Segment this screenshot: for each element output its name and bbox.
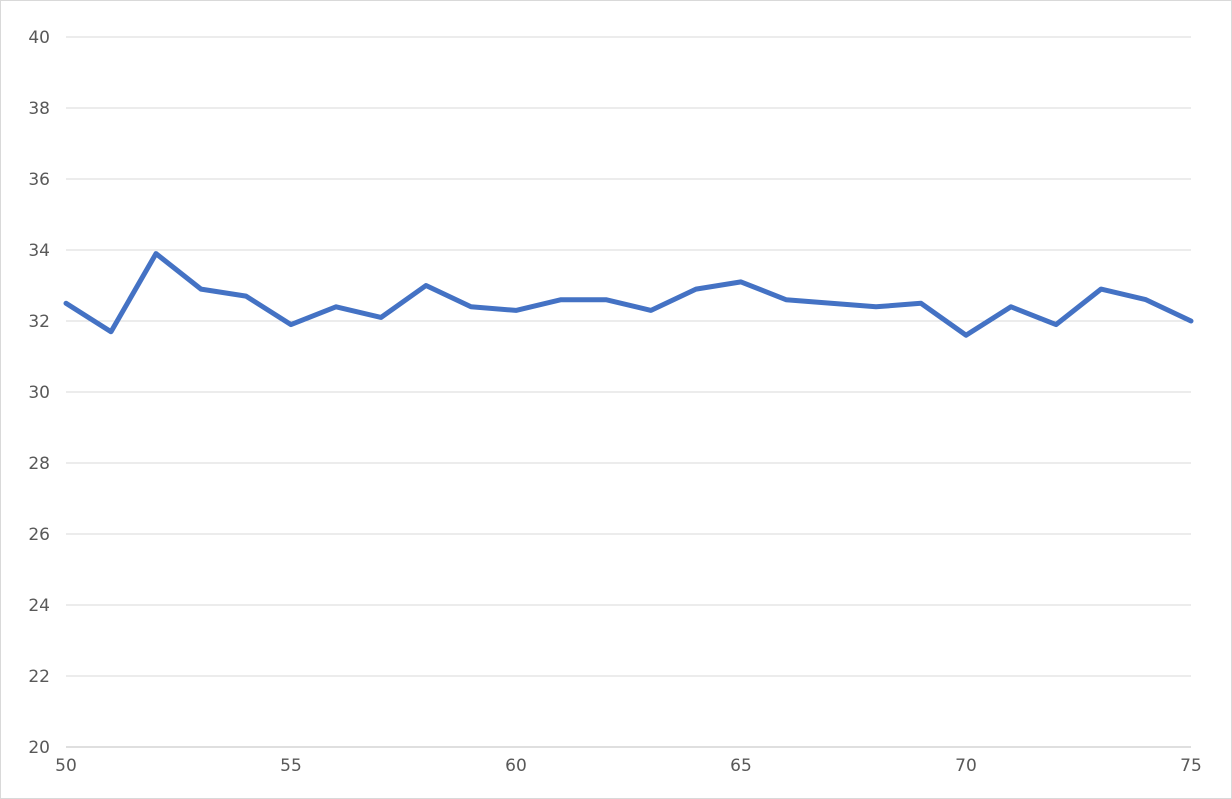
y-tick-label: 26	[28, 525, 50, 545]
x-tick-label: 50	[55, 756, 77, 776]
y-tick-label: 24	[28, 596, 50, 616]
x-tick-label: 65	[730, 756, 752, 776]
x-tick-label: 70	[955, 756, 977, 776]
x-tick-label: 75	[1180, 756, 1202, 776]
y-tick-label: 32	[28, 312, 50, 332]
y-tick-label: 30	[28, 383, 50, 403]
y-tick-label: 38	[28, 99, 50, 119]
y-tick-label: 36	[28, 170, 50, 190]
x-tick-label: 60	[505, 756, 527, 776]
y-tick-label: 28	[28, 454, 50, 474]
y-tick-label: 20	[28, 738, 50, 758]
y-tick-label: 34	[28, 241, 50, 261]
y-axis-tick-labels: 20 22 24 26 28 30 32 34 36 38 40	[28, 28, 50, 758]
x-tick-label: 55	[280, 756, 302, 776]
y-tick-label: 40	[28, 28, 50, 48]
gridlines	[66, 36, 1191, 748]
x-axis-tick-labels: 50 55 60 65 70 75	[55, 756, 1202, 776]
y-tick-label: 22	[28, 667, 50, 687]
series-line	[63, 251, 1194, 338]
series-group	[63, 251, 1194, 338]
